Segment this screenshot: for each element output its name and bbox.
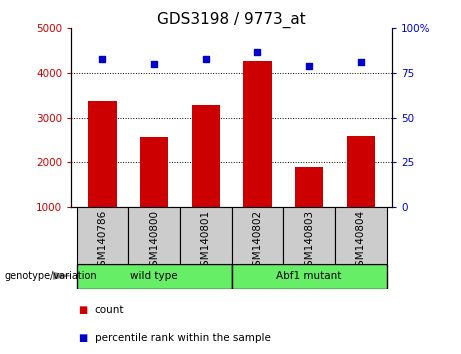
Point xyxy=(357,59,365,65)
Bar xyxy=(128,207,180,264)
Text: percentile rank within the sample: percentile rank within the sample xyxy=(95,333,271,343)
Bar xyxy=(284,207,335,264)
Text: wild type: wild type xyxy=(130,271,178,281)
Text: GSM140786: GSM140786 xyxy=(97,210,107,273)
Bar xyxy=(347,137,375,207)
Bar xyxy=(295,167,323,207)
Text: GSM140804: GSM140804 xyxy=(356,210,366,273)
Bar xyxy=(231,207,284,264)
Point xyxy=(306,63,313,69)
Bar xyxy=(180,207,231,264)
Bar xyxy=(77,207,128,264)
Text: ■: ■ xyxy=(78,305,88,315)
Title: GDS3198 / 9773_at: GDS3198 / 9773_at xyxy=(157,12,306,28)
Polygon shape xyxy=(53,272,71,280)
Bar xyxy=(77,264,231,289)
Text: count: count xyxy=(95,305,124,315)
Text: GSM140801: GSM140801 xyxy=(201,210,211,273)
Bar xyxy=(231,264,387,289)
Text: GSM140802: GSM140802 xyxy=(253,210,262,273)
Point xyxy=(254,49,261,55)
Text: ■: ■ xyxy=(78,333,88,343)
Bar xyxy=(140,137,168,207)
Bar xyxy=(243,61,272,207)
Point xyxy=(202,56,209,62)
Bar xyxy=(335,207,387,264)
Bar xyxy=(192,105,220,207)
Text: genotype/variation: genotype/variation xyxy=(5,271,97,281)
Point xyxy=(99,56,106,62)
Text: GSM140803: GSM140803 xyxy=(304,210,314,273)
Text: Abf1 mutant: Abf1 mutant xyxy=(277,271,342,281)
Point xyxy=(150,61,158,67)
Bar xyxy=(88,101,117,207)
Text: GSM140800: GSM140800 xyxy=(149,210,159,273)
